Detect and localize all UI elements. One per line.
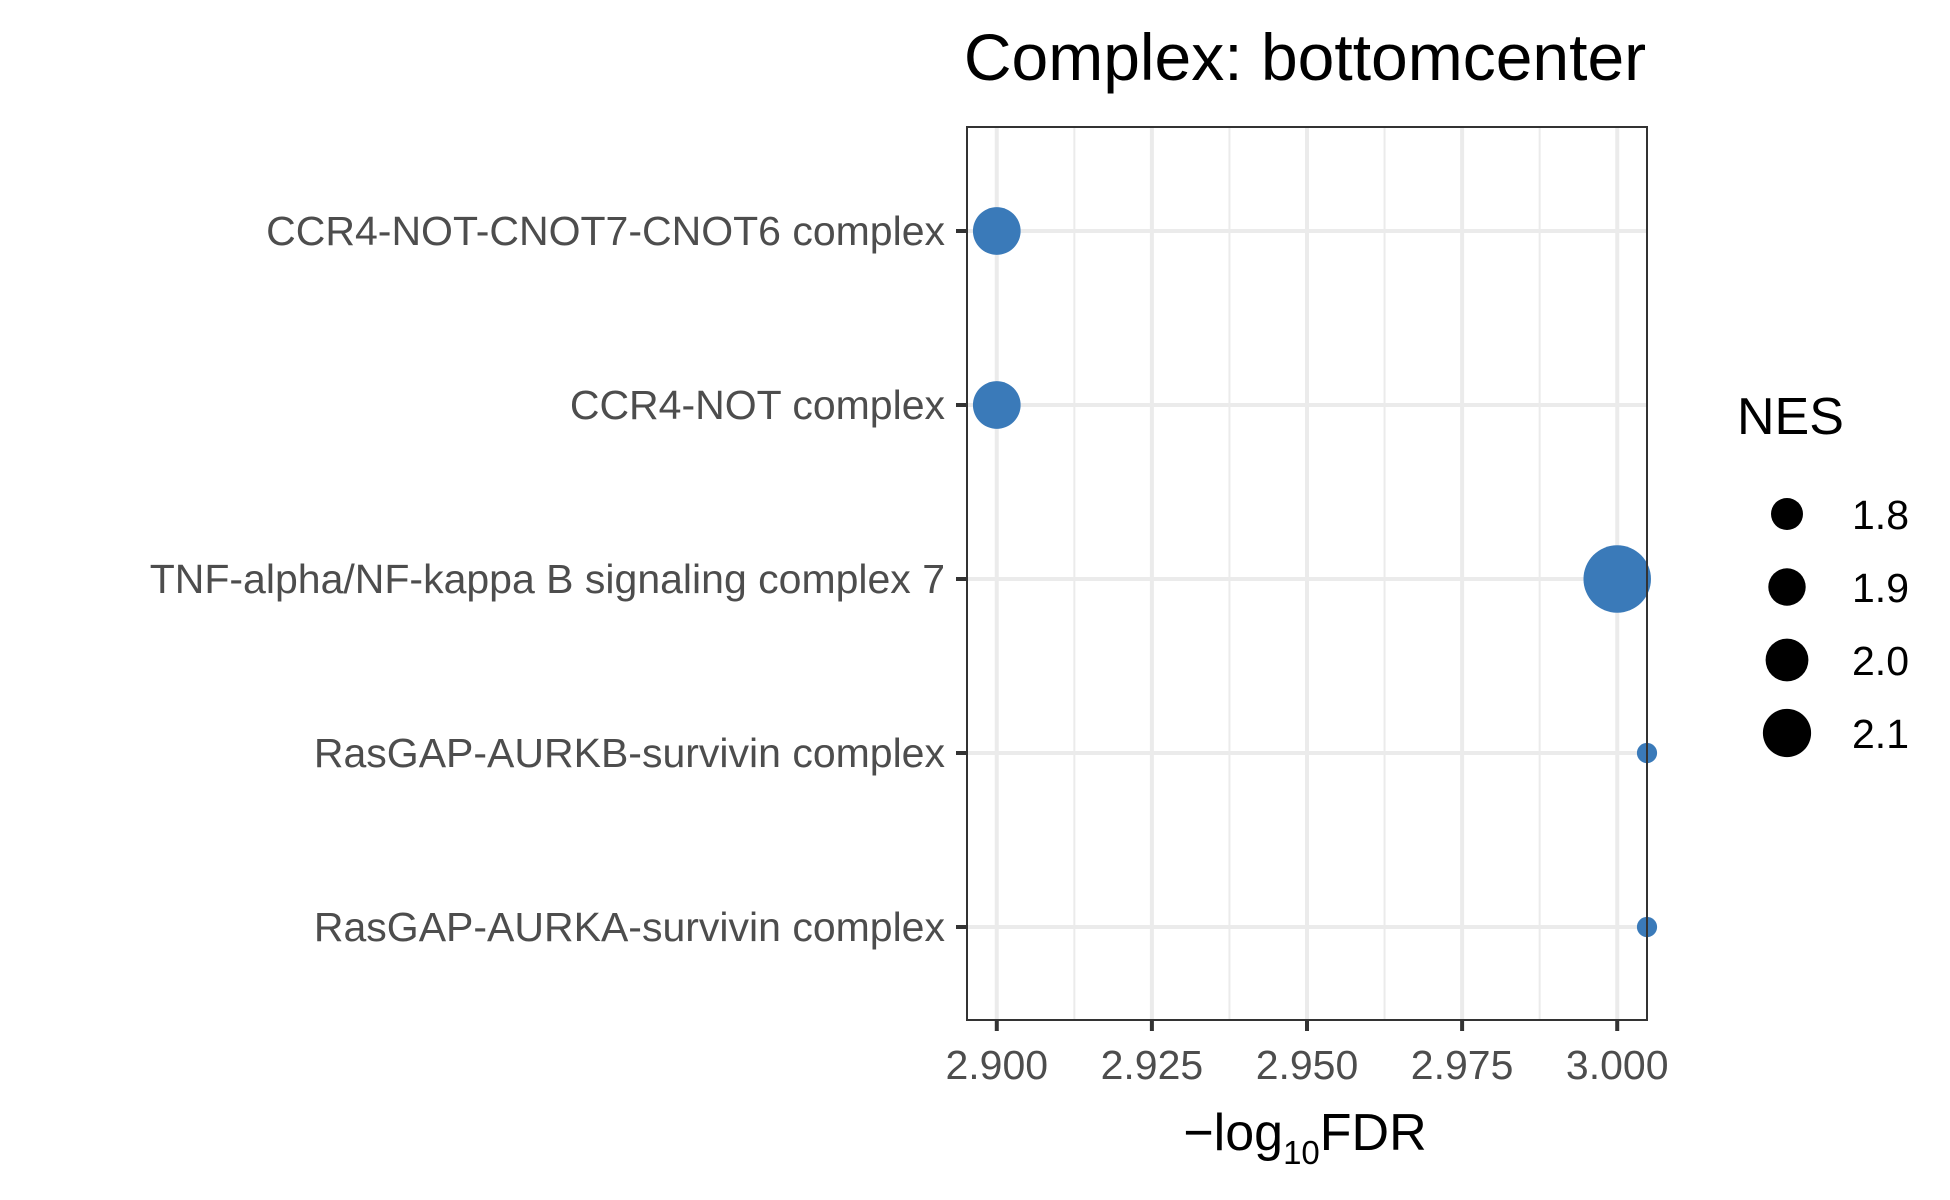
data-point (972, 381, 1021, 429)
legend-label: 1.8 (1852, 492, 1909, 538)
y-axis: CCR4-NOT-CNOT7-CNOT6 complex CCR4-NOT com… (150, 208, 967, 950)
x-axis-title-subscript: 10 (1283, 1134, 1320, 1171)
data-point (972, 207, 1021, 255)
x-axis-title-suffix: FDR (1320, 1104, 1427, 1162)
chart-title: Complex: bottomcenter (964, 20, 1646, 94)
x-tick-label: 2.900 (945, 1042, 1048, 1088)
x-tick-label: 2.975 (1411, 1042, 1514, 1088)
legend-label: 2.1 (1852, 711, 1909, 757)
legend-title: NES (1737, 388, 1844, 446)
y-tick-label: CCR4-NOT-CNOT7-CNOT6 complex (266, 208, 945, 254)
x-axis: 2.900 2.925 2.950 2.975 3.000 (945, 1020, 1669, 1088)
x-tick-label: 3.000 (1566, 1042, 1669, 1088)
data-points (972, 207, 1658, 938)
legend-label: 2.0 (1852, 638, 1909, 684)
legend-key (1771, 498, 1803, 530)
y-tick-label: CCR4-NOT complex (570, 382, 946, 428)
x-axis-title-prefix: −log (1183, 1104, 1283, 1162)
grid-major (967, 127, 1647, 1020)
x-axis-title: −log10FDR (1183, 1104, 1426, 1171)
y-tick-label: RasGAP-AURKB-survivin complex (314, 730, 946, 776)
y-tick-label: RasGAP-AURKA-survivin complex (314, 904, 946, 950)
x-tick-label: 2.950 (1256, 1042, 1359, 1088)
grid-minor (1073, 127, 1541, 1020)
legend-label: 1.9 (1852, 565, 1909, 611)
x-tick-label: 2.925 (1101, 1042, 1204, 1088)
legend: 1.8 1.9 2.0 2.1 (1762, 492, 1909, 758)
y-tick-label: TNF-alpha/NF-kappa B signaling complex 7 (150, 556, 945, 602)
data-point (1583, 545, 1651, 613)
legend-key (1762, 708, 1812, 758)
legend-key (1768, 568, 1806, 606)
legend-key (1765, 638, 1809, 682)
